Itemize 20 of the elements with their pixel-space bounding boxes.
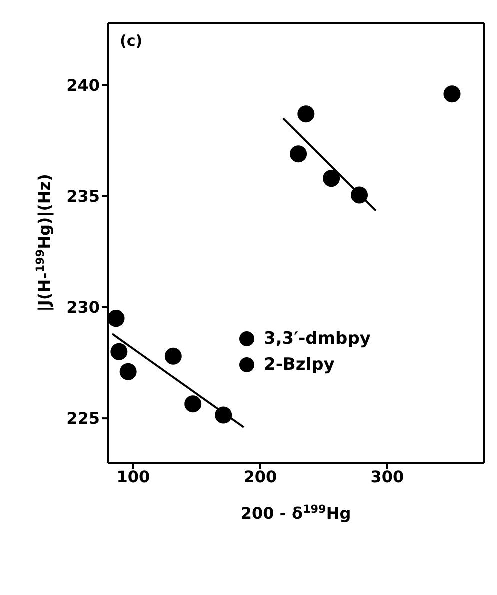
annotation: (c)	[120, 32, 143, 50]
x-tick-label: 300	[370, 467, 404, 486]
x-tick-label: 100	[116, 467, 150, 486]
point	[164, 348, 182, 365]
point	[184, 396, 202, 413]
y-tick-label: 230	[66, 298, 100, 318]
x-tick-label: 200	[244, 467, 278, 486]
y-tick-label: 240	[66, 76, 100, 95]
point	[298, 106, 315, 123]
point	[108, 310, 125, 328]
legend-label: 3,3′-dmbpy	[264, 328, 371, 351]
y-tick-label: 225	[66, 409, 100, 428]
y-tick-label: 235	[66, 187, 100, 206]
point	[290, 146, 308, 163]
point	[444, 86, 461, 103]
point	[323, 170, 340, 188]
point	[110, 343, 128, 360]
point	[120, 363, 137, 380]
x-axis-title: 200 - δ$^{199}$Hg	[240, 502, 352, 523]
legend-label: 2-Bzlpy	[264, 354, 335, 377]
